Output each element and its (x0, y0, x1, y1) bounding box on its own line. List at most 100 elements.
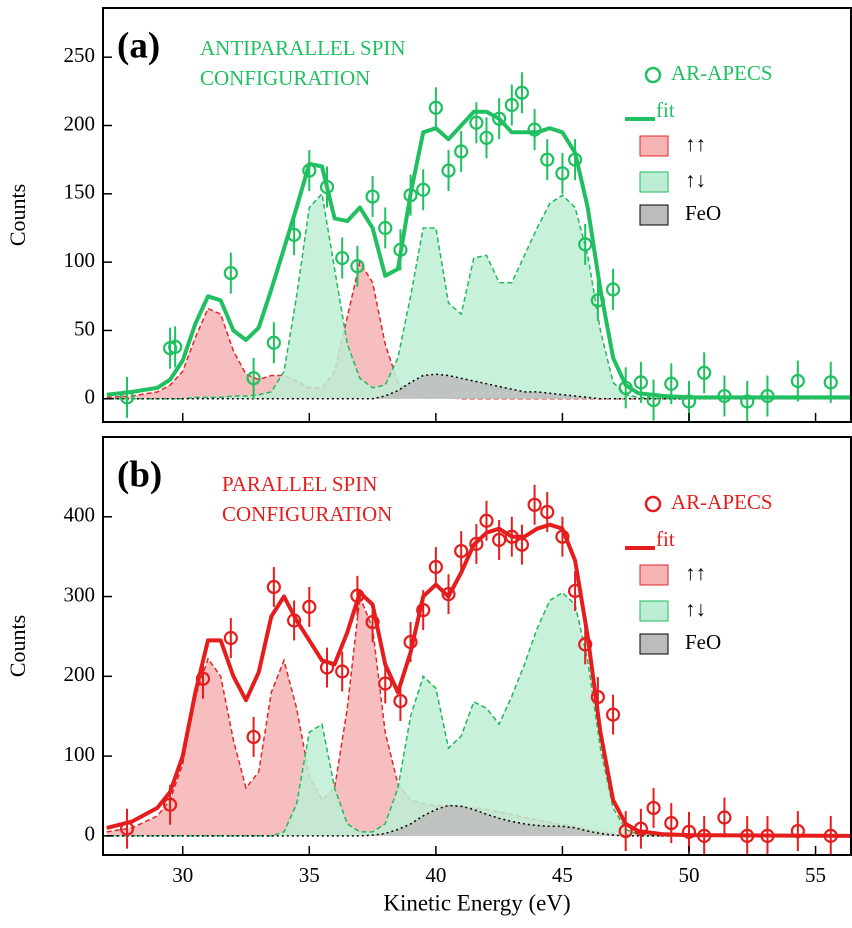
legend-label: ↑↓ (685, 168, 706, 192)
data-point (514, 537, 530, 552)
data-point (319, 179, 335, 195)
area-fill (106, 374, 851, 399)
legend-label: AR-APECS (671, 490, 773, 514)
data-point (514, 85, 530, 100)
area-fill (106, 262, 851, 399)
data-point (246, 729, 261, 745)
data-point (555, 529, 570, 544)
legend-label: fit (656, 98, 675, 122)
area-fill (106, 592, 851, 836)
data-point (403, 188, 418, 203)
legend-marker (639, 600, 669, 622)
data-point (479, 130, 494, 145)
data-point (527, 497, 542, 512)
y-tick-label: 150 (64, 180, 96, 204)
data-point (350, 588, 365, 603)
data-point (618, 380, 633, 395)
data-point (633, 375, 649, 390)
data-point (578, 237, 593, 252)
data-point (740, 394, 755, 409)
data-point (393, 693, 408, 709)
x-tick-label: 35 (299, 863, 320, 887)
data-point (504, 529, 519, 544)
data-point (403, 634, 418, 650)
data-point (350, 259, 365, 274)
panel-label: (a) (117, 25, 160, 66)
area-fill (106, 193, 851, 399)
x-tick-label: 40 (425, 863, 446, 887)
data-point (578, 637, 593, 652)
annotation: CONFIGURATION (200, 66, 370, 90)
plot-frame (102, 7, 852, 423)
data-point (540, 504, 555, 520)
data-point (441, 587, 456, 602)
data-point (416, 182, 431, 197)
x-tick-label: 45 (552, 863, 573, 887)
data-point (454, 543, 469, 559)
data-point (823, 828, 838, 843)
data-point (823, 375, 838, 390)
data-point (697, 828, 712, 843)
y-tick-label: 200 (64, 662, 96, 686)
fit-line (106, 522, 851, 838)
data-point (469, 115, 484, 130)
area-fill (106, 805, 851, 836)
data-point (441, 163, 456, 178)
data-point (335, 250, 350, 266)
data-point (168, 339, 183, 354)
data-point (266, 335, 281, 350)
data-point (633, 821, 649, 836)
legend-marker (639, 135, 669, 157)
annotation: CONFIGURATION (222, 502, 392, 526)
data-point (492, 532, 507, 548)
data-point (266, 579, 281, 595)
data-point (590, 689, 605, 705)
component-curve (106, 192, 851, 400)
x-axis-label: Kinetic Energy (eV) (383, 890, 570, 915)
data-point (454, 144, 469, 159)
y-tick-label: 0 (85, 822, 96, 846)
data-point (567, 583, 583, 599)
x-tick-label: 55 (805, 863, 826, 887)
data-point (590, 293, 605, 308)
data-point (223, 265, 238, 281)
data-point (119, 821, 135, 836)
panel-label: (b) (117, 454, 162, 495)
data-point (740, 828, 755, 843)
data-point (605, 707, 621, 722)
annotation: ANTIPARALLEL SPIN (200, 36, 406, 60)
data-point (302, 599, 317, 615)
plot-frame (102, 436, 852, 856)
data-point (479, 513, 494, 528)
plot-area (106, 72, 851, 422)
data-point (681, 824, 697, 839)
data-point (287, 613, 302, 628)
legend-marker (644, 66, 662, 84)
data-point (319, 660, 335, 675)
data-point (664, 376, 679, 391)
legend-label: ↑↑ (685, 561, 706, 585)
legend-label: fit (656, 527, 675, 551)
component-curve (106, 373, 851, 400)
data-point (567, 152, 583, 167)
y-tick-label: 0 (85, 385, 96, 409)
data-point (664, 815, 679, 831)
data-point (555, 166, 570, 181)
legend-marker (639, 633, 669, 655)
y-tick-label: 50 (74, 316, 95, 340)
legend-label: ↑↓ (685, 597, 706, 621)
plot-area (106, 484, 851, 855)
data-point (760, 828, 775, 843)
data-point (365, 189, 380, 204)
data-point (246, 371, 261, 386)
data-point (646, 800, 661, 816)
x-tick-label: 30 (172, 863, 193, 887)
y-tick-label: 100 (64, 248, 96, 272)
annotation: PARALLEL SPIN (222, 472, 377, 496)
data-point (492, 111, 507, 126)
y-axis-label: Counts (5, 184, 30, 246)
data-point (393, 242, 408, 257)
data-point (195, 671, 211, 686)
y-tick-label: 250 (64, 43, 96, 67)
